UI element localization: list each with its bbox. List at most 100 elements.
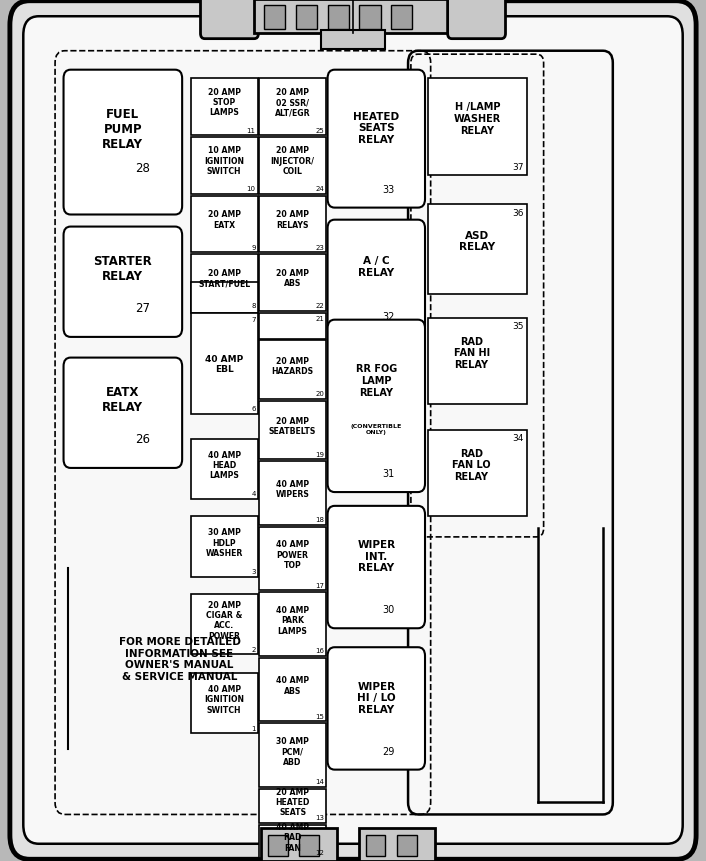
Bar [259, 79, 326, 136]
Text: 11: 11 [246, 127, 256, 133]
Text: 21: 21 [315, 316, 324, 322]
Text: 12: 12 [315, 849, 324, 855]
Text: 40 AMP
EBL: 40 AMP EBL [205, 355, 244, 374]
Text: 3: 3 [251, 568, 256, 574]
Bar [259, 825, 326, 858]
Text: 23: 23 [315, 245, 324, 251]
Bar [428, 319, 527, 405]
Text: 20 AMP
EATX: 20 AMP EATX [208, 210, 241, 229]
Text: 20 AMP
HAZARDS: 20 AMP HAZARDS [272, 356, 313, 375]
Text: 13: 13 [315, 815, 324, 821]
Bar [191, 313, 258, 415]
FancyBboxPatch shape [328, 220, 425, 336]
Text: 7: 7 [251, 317, 256, 323]
Text: 29: 29 [382, 746, 395, 756]
Text: 40 AMP
ABS: 40 AMP ABS [276, 676, 309, 695]
Text: RR FOG
LAMP
RELAY: RR FOG LAMP RELAY [356, 364, 397, 397]
Text: 10: 10 [246, 186, 256, 192]
Text: 18: 18 [315, 517, 324, 523]
Text: 22: 22 [316, 303, 324, 309]
Text: H /LAMP
WASHER
RELAY: H /LAMP WASHER RELAY [454, 102, 501, 135]
FancyBboxPatch shape [328, 647, 425, 770]
Text: ASD
RELAY: ASD RELAY [459, 230, 496, 252]
FancyBboxPatch shape [328, 506, 425, 629]
Text: 31: 31 [383, 468, 395, 479]
Text: 20 AMP
START/FUEL: 20 AMP START/FUEL [198, 269, 250, 288]
Text: FOR MORE DETAILED
INFORMATION SEE
OWNER'S MANUAL
& SERVICE MANUAL: FOR MORE DETAILED INFORMATION SEE OWNER'… [119, 636, 241, 681]
Text: 40 AMP
WIPERS: 40 AMP WIPERS [276, 480, 309, 499]
Text: 10 AMP
IGNITION
SWITCH: 10 AMP IGNITION SWITCH [204, 146, 244, 176]
Text: 26: 26 [135, 432, 150, 446]
Bar [321, 31, 385, 50]
Bar [261, 828, 337, 861]
Bar [359, 828, 435, 861]
Bar [264, 6, 285, 30]
Bar [428, 205, 527, 294]
Text: 37: 37 [513, 164, 524, 172]
Text: 8: 8 [251, 303, 256, 309]
Bar [259, 255, 326, 312]
Text: 32: 32 [382, 312, 395, 322]
Text: 20 AMP
CIGAR &
ACC.
POWER: 20 AMP CIGAR & ACC. POWER [206, 600, 242, 640]
Bar [397, 835, 417, 856]
Text: 20 AMP
02 SSR/
ALT/EGR: 20 AMP 02 SSR/ ALT/EGR [275, 88, 311, 117]
Text: 33: 33 [383, 184, 395, 195]
Bar [259, 341, 326, 400]
Text: RAD
FAN HI
RELAY: RAD FAN HI RELAY [453, 337, 490, 369]
Text: EATX
RELAY: EATX RELAY [102, 386, 143, 413]
Text: WIPER
HI / LO
RELAY: WIPER HI / LO RELAY [357, 681, 395, 714]
Text: 30 AMP
PCM/
ABD: 30 AMP PCM/ ABD [276, 736, 309, 765]
Text: 19: 19 [315, 451, 324, 457]
FancyBboxPatch shape [328, 320, 425, 492]
Bar [191, 517, 258, 577]
Text: 20 AMP
SEATBELTS: 20 AMP SEATBELTS [269, 417, 316, 436]
FancyBboxPatch shape [64, 71, 182, 215]
Text: A / C
RELAY: A / C RELAY [358, 256, 395, 278]
Bar [191, 138, 258, 195]
Text: RAD
FAN LO
RELAY: RAD FAN LO RELAY [453, 449, 491, 481]
Text: 20 AMP
RELAYS: 20 AMP RELAYS [276, 210, 309, 229]
Text: 4: 4 [251, 491, 256, 497]
Text: 40 AMP
IGNITION
SWITCH: 40 AMP IGNITION SWITCH [204, 684, 244, 714]
Bar [191, 79, 258, 136]
Bar [328, 6, 349, 30]
Text: 20 AMP
HEATED
SEATS: 20 AMP HEATED SEATS [275, 787, 310, 816]
FancyBboxPatch shape [201, 0, 258, 40]
Text: 20: 20 [315, 391, 324, 397]
Text: 30 AMP
HDLP
WASHER: 30 AMP HDLP WASHER [205, 528, 243, 557]
Text: 36: 36 [513, 208, 524, 217]
Bar [259, 789, 326, 823]
Text: 20 AMP
ABS: 20 AMP ABS [276, 269, 309, 288]
Bar [259, 313, 326, 339]
Text: 40 AMP
HEAD
LAMPS: 40 AMP HEAD LAMPS [208, 450, 241, 480]
Text: WIPER
INT.
RELAY: WIPER INT. RELAY [357, 540, 395, 573]
Bar [366, 835, 385, 856]
Text: 20 AMP
STOP
LAMPS: 20 AMP STOP LAMPS [208, 88, 241, 117]
Text: 9: 9 [251, 245, 256, 251]
Text: 28: 28 [135, 162, 150, 176]
Bar [259, 658, 326, 722]
Text: 35: 35 [513, 322, 524, 331]
Bar [259, 401, 326, 460]
Bar [296, 6, 317, 30]
Text: 40 AMP
RAD
FAN: 40 AMP RAD FAN [276, 822, 309, 852]
Bar [191, 439, 258, 499]
Bar [259, 723, 326, 787]
Bar [191, 196, 258, 253]
Text: 40 AMP
PARK
LAMPS: 40 AMP PARK LAMPS [276, 605, 309, 635]
Text: 17: 17 [315, 582, 324, 588]
Text: 34: 34 [513, 434, 524, 443]
Text: 6: 6 [251, 406, 256, 412]
Bar [359, 6, 381, 30]
Bar [191, 255, 258, 312]
Bar [259, 196, 326, 253]
Text: 40 AMP
POWER
TOP: 40 AMP POWER TOP [276, 540, 309, 569]
Text: 20 AMP
INJECTOR/
COIL: 20 AMP INJECTOR/ COIL [270, 146, 315, 176]
Bar [391, 6, 412, 30]
FancyBboxPatch shape [448, 0, 505, 40]
Text: FUEL
PUMP
RELAY: FUEL PUMP RELAY [102, 108, 143, 151]
Text: HEATED
SEATS
RELAY: HEATED SEATS RELAY [353, 112, 400, 145]
Text: 16: 16 [315, 647, 324, 653]
Bar [254, 0, 452, 34]
Text: 25: 25 [316, 127, 324, 133]
